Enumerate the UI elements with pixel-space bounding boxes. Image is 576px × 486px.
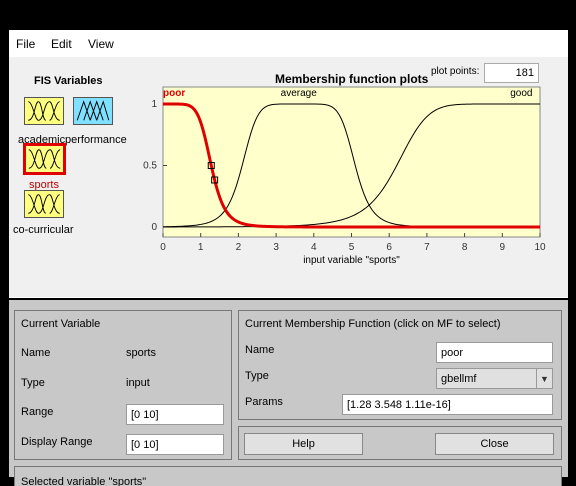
x-tick-label: 7 [424,242,430,253]
menu-view[interactable]: View [88,37,114,51]
y-tick-label: 1 [151,99,157,110]
x-tick-label: 9 [500,242,506,253]
plot-title: Membership function plots [275,72,429,86]
menu-file[interactable]: File [16,37,36,51]
fis-var-label-sports: sports [29,179,59,191]
params-input[interactable]: [1.28 3.548 1.11e-16] [342,394,553,415]
current-variable-panel: Current Variable Name sports Type input … [14,310,232,460]
x-tick-label: 3 [273,242,279,253]
variable-name-value: sports [126,347,156,359]
x-tick-label: 10 [534,242,546,253]
input-mf-icon [28,101,60,121]
status-bar: Selected variable "sports" [14,466,562,486]
x-tick-label: 8 [462,242,468,253]
mf-type-value: gbellmf [441,373,477,385]
menu-edit[interactable]: Edit [51,37,72,51]
lower-area: Current Variable Name sports Type input … [9,300,568,486]
x-tick-label: 6 [386,242,392,253]
buttons-panel: Help Close [238,426,562,460]
y-tick-label: 0 [151,222,157,233]
plot-points-input[interactable]: 181 [484,63,539,83]
type-label: Type [21,377,45,389]
fis-var-label-performance: performance [65,134,127,146]
plot-points-label: plot points: [431,66,480,77]
status-text: Selected variable "sports" [21,476,147,486]
mf-type-select[interactable]: gbellmf ▼ [436,368,553,389]
x-tick-label: 2 [236,242,242,253]
mf-label-good: good [510,88,532,99]
fis-var-academic[interactable] [24,97,64,125]
mf-name-input[interactable]: poor [436,342,553,363]
membership-function-plot[interactable]: 0 1 2 3 4 5 6 7 8 9 10 0 0.5 1 input variable "sports"… [139,80,559,278]
fuzzy-logic-designer-window: File Edit View FIS Variables academic pe… [9,30,568,486]
display-range-input[interactable]: [0 10] [126,434,224,455]
range-input[interactable]: [0 10] [126,404,224,425]
plot-area [162,86,541,238]
current-variable-title: Current Variable [21,318,101,330]
params-label: Params [245,396,283,408]
x-tick-label: 1 [198,242,204,253]
mf-curve-poor [163,102,540,229]
x-tick-label: 0 [160,242,166,253]
fis-var-label-co-curricular: co-curricular [13,224,74,236]
fis-var-sports[interactable] [23,143,66,175]
mf-type-label: Type [245,370,269,382]
mf-label-average: average [281,88,318,99]
y-tick-label: 0.5 [143,161,157,172]
x-axis-label: input variable "sports" [303,255,400,266]
section-divider [9,298,568,300]
x-tick-label: 5 [349,242,355,253]
current-mf-title: Current Membership Function (click on MF… [245,318,501,330]
mf-curve-good [163,103,540,228]
mf-label-poor: poor [163,88,185,99]
help-button[interactable]: Help [244,433,363,455]
input-mf-icon [28,149,61,169]
close-button[interactable]: Close [435,433,554,455]
fis-var-co-curricular[interactable] [24,190,64,218]
menu-bar: File Edit View [9,30,568,56]
mf-handle [211,176,219,184]
name-label: Name [21,347,51,359]
fis-variables-title: FIS Variables [34,75,103,87]
display-range-label: Display Range [21,436,93,448]
variable-type-value: input [126,377,150,389]
current-mf-panel: Current Membership Function (click on MF… [238,310,562,420]
x-tick-label: 4 [311,242,317,253]
output-mf-icon [76,100,110,121]
range-label: Range [21,406,54,418]
mf-handle [207,162,215,169]
fis-var-performance[interactable] [73,97,113,125]
chevron-down-icon[interactable]: ▼ [536,369,552,388]
mf-name-label: Name [245,344,275,356]
input-mf-icon [28,194,60,214]
